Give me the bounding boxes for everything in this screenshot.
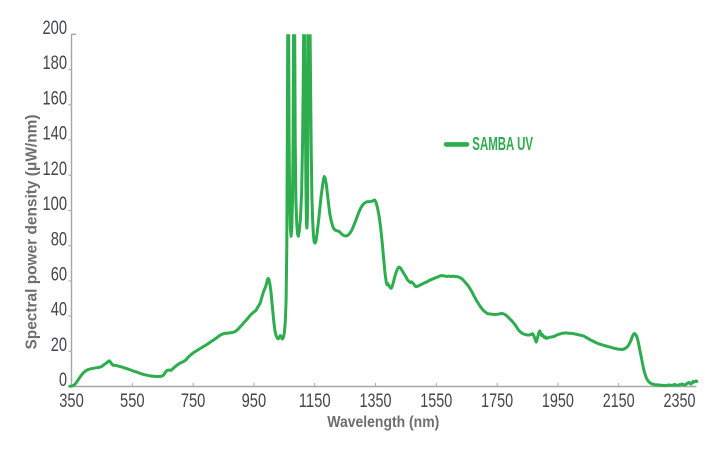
svg-text:80: 80: [51, 229, 67, 250]
svg-text:750: 750: [181, 391, 206, 412]
svg-text:550: 550: [120, 391, 145, 412]
svg-text:SAMBA UV: SAMBA UV: [472, 133, 533, 154]
svg-text:140: 140: [43, 124, 68, 145]
svg-text:40: 40: [51, 300, 67, 321]
svg-text:100: 100: [43, 194, 68, 215]
svg-text:2350: 2350: [664, 391, 696, 412]
svg-text:120: 120: [43, 159, 68, 180]
svg-text:1150: 1150: [299, 391, 331, 412]
svg-text:350: 350: [59, 391, 84, 412]
svg-text:20: 20: [51, 335, 67, 356]
svg-text:2150: 2150: [603, 391, 635, 412]
svg-text:1950: 1950: [542, 391, 574, 412]
svg-text:Wavelength (nm): Wavelength (nm): [327, 414, 439, 431]
svg-text:200: 200: [43, 18, 68, 39]
svg-text:1550: 1550: [420, 391, 452, 412]
svg-text:1350: 1350: [360, 391, 392, 412]
svg-text:180: 180: [43, 53, 68, 74]
svg-text:0: 0: [59, 370, 67, 391]
svg-text:60: 60: [51, 265, 67, 286]
svg-text:950: 950: [242, 391, 267, 412]
svg-text:160: 160: [43, 88, 68, 109]
svg-text:Spectral power density (μW/nm): Spectral power density (μW/nm): [24, 115, 41, 350]
svg-text:1750: 1750: [481, 391, 513, 412]
